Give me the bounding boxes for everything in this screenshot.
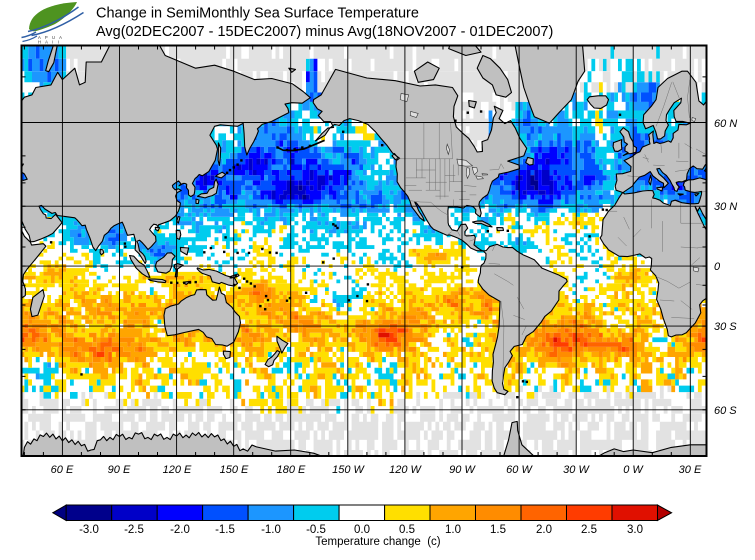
svg-text:150 E: 150 E [220,464,249,476]
svg-text:30 W: 30 W [563,464,590,476]
svg-text:-2.0: -2.0 [170,524,190,536]
svg-text:180 E: 180 E [277,464,306,476]
svg-text:Change in SemiMonthly Sea Surf: Change in SemiMonthly Sea Surface Temper… [96,6,419,22]
svg-text:-1.0: -1.0 [261,524,281,536]
svg-text:H A I I: H A I I [38,40,60,45]
svg-text:0: 0 [714,261,721,273]
svg-text:3.0: 3.0 [627,524,643,536]
svg-text:120 W: 120 W [389,464,422,476]
svg-text:Avg(02DEC2007 - 15DEC2007) min: Avg(02DEC2007 - 15DEC2007) minus Avg(18N… [96,24,553,40]
svg-text:1.5: 1.5 [490,524,506,536]
svg-text:-2.5: -2.5 [124,524,144,536]
svg-text:30 E: 30 E [679,464,702,476]
svg-text:60 N: 60 N [714,118,737,130]
svg-text:A P U A: A P U A [38,35,64,40]
svg-text:150 W: 150 W [332,464,365,476]
svg-text:2.0: 2.0 [536,524,552,536]
svg-text:60 E: 60 E [51,464,74,476]
svg-text:120 E: 120 E [163,464,192,476]
svg-text:0.5: 0.5 [399,524,415,536]
svg-text:90 W: 90 W [449,464,476,476]
svg-text:0 W: 0 W [623,464,644,476]
svg-text:-0.5: -0.5 [306,524,326,536]
svg-text:-3.0: -3.0 [79,524,99,536]
svg-text:60 S: 60 S [714,405,737,417]
svg-text:0.0: 0.0 [354,524,370,536]
svg-text:90 E: 90 E [108,464,131,476]
svg-text:-1.5: -1.5 [215,524,235,536]
svg-text:30 N: 30 N [714,201,737,213]
svg-text:Temperature change (c): Temperature change (c) [315,536,440,548]
svg-text:1.0: 1.0 [445,524,461,536]
svg-text:30 S: 30 S [714,321,737,333]
svg-text:2.5: 2.5 [581,524,597,536]
svg-text:60 W: 60 W [506,464,533,476]
